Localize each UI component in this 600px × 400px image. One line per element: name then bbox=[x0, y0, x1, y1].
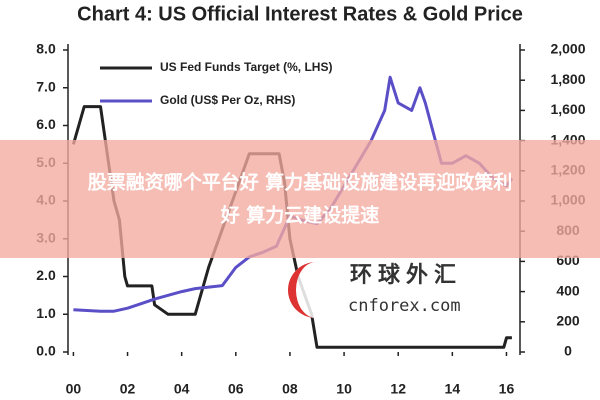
x-tick-label: 10 bbox=[336, 381, 352, 397]
y2-tick-label: 1,800 bbox=[550, 71, 585, 87]
x-tick-label: 12 bbox=[390, 381, 406, 397]
y-tick-label: 0.0 bbox=[36, 343, 56, 359]
legend-label: Gold (US$ Per Oz, RHS) bbox=[160, 93, 295, 107]
banner bbox=[0, 140, 600, 258]
y-tick-label: 2.0 bbox=[36, 267, 56, 283]
x-tick-label: 14 bbox=[445, 381, 461, 397]
y2-tick-label: 200 bbox=[556, 313, 580, 329]
y2-tick-label: 2,000 bbox=[550, 41, 585, 57]
y-tick-label: 7.0 bbox=[36, 78, 56, 94]
logo bbox=[288, 262, 344, 318]
legend-label: US Fed Funds Target (%, LHS) bbox=[160, 60, 332, 74]
x-tick-label: 06 bbox=[228, 381, 244, 397]
banner-text: 股票融资哪个平台好 算力基础设施建设再迎政策利 bbox=[88, 171, 513, 194]
watermark-site: cnforex.com bbox=[348, 296, 461, 316]
y-tick-label: 6.0 bbox=[36, 116, 56, 132]
logo-mark bbox=[288, 262, 316, 318]
y-tick-label: 8.0 bbox=[36, 41, 56, 57]
x-tick-label: 00 bbox=[66, 381, 82, 397]
x-tick-label: 04 bbox=[174, 381, 190, 397]
watermark-name: 环球外汇 bbox=[350, 262, 462, 288]
banner-text: 好 算力云建设提速 bbox=[220, 204, 380, 227]
y2-tick-label: 0 bbox=[564, 343, 572, 359]
chart-title: Chart 4: US Official Interest Rates & Go… bbox=[77, 3, 523, 25]
x-tick-label: 16 bbox=[499, 381, 515, 397]
y2-tick-label: 1,600 bbox=[550, 101, 585, 117]
watermark: 环球外汇 cnforex.com bbox=[288, 262, 462, 318]
x-tick-label: 08 bbox=[282, 381, 298, 397]
y-tick-label: 1.0 bbox=[36, 305, 56, 321]
y2-tick-label: 400 bbox=[556, 282, 580, 298]
x-tick-label: 02 bbox=[120, 381, 136, 397]
